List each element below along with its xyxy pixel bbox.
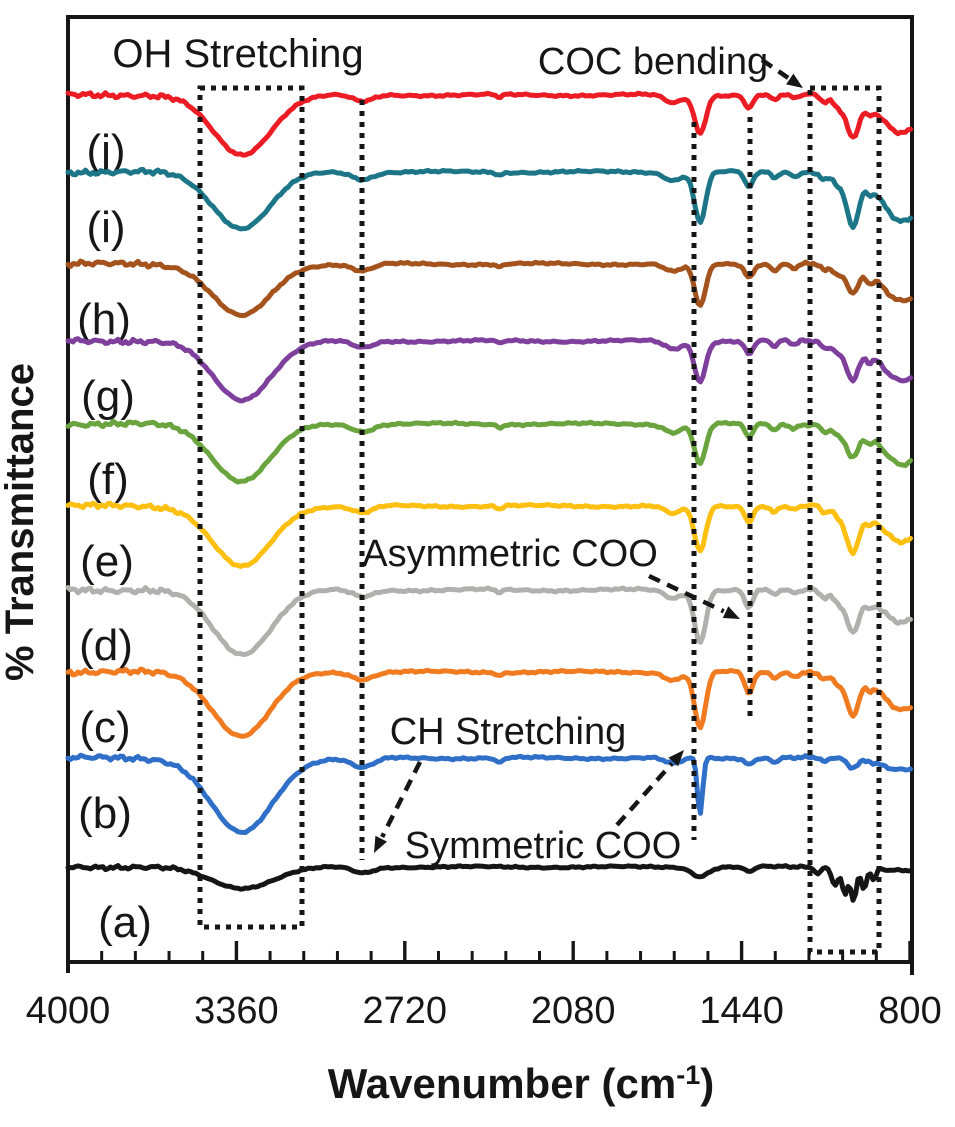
asymmetric-coo-arrow xyxy=(648,573,740,619)
series-label: (h) xyxy=(77,295,131,344)
y-axis-title: % Transmittance xyxy=(0,363,42,681)
coc-bending-label: COC bending xyxy=(538,41,768,83)
series-d: (d) xyxy=(65,585,913,670)
series-label: (f) xyxy=(87,455,129,504)
ch-stretching-label: CH Stretching xyxy=(390,711,627,753)
x-tick-label: 1440 xyxy=(699,990,784,1032)
x-axis-tick-labels: 4000 3360 2720 2080 1440 800 xyxy=(26,990,942,1032)
series-b: (b) xyxy=(65,752,913,838)
series-g: (g) xyxy=(65,336,913,421)
x-tick-label: 3360 xyxy=(194,990,279,1032)
series-label: (e) xyxy=(80,537,134,586)
x-tick-label: 2080 xyxy=(531,990,616,1032)
annotations: OH Stretching COC bending Asymmetric COO CH… xyxy=(112,32,768,867)
spectrum-curve xyxy=(65,585,913,657)
highlight-regions xyxy=(197,85,882,955)
spectrum-curve xyxy=(65,500,913,569)
oh-stretching-box xyxy=(197,85,305,930)
series-label: (g) xyxy=(81,372,135,421)
series-a: (a) xyxy=(65,863,913,947)
asymmetric-coo-label: Asymmetric COO xyxy=(362,533,658,575)
x-axis-ticks xyxy=(66,941,912,962)
series-j: (j) xyxy=(65,90,913,175)
ch-stretching-arrow xyxy=(374,760,423,853)
spectrum-curve xyxy=(65,258,913,319)
coc-bending-arrow xyxy=(760,58,803,88)
symmetric-coo-label: Symmetric COO xyxy=(405,825,682,867)
x-tick-label: 2720 xyxy=(363,990,448,1032)
series-i: (i) xyxy=(65,167,913,252)
x-tick-label: 800 xyxy=(878,990,941,1032)
coc-bending-box xyxy=(807,85,882,955)
series-e: (e) xyxy=(65,500,913,586)
annotation-arrows xyxy=(374,58,803,853)
series-label: (j) xyxy=(86,126,125,175)
symmetric-coo-arrow xyxy=(615,750,684,827)
series-label: (a) xyxy=(98,898,152,947)
oh-stretching-label: OH Stretching xyxy=(112,32,363,76)
spectrum-curve xyxy=(65,90,913,158)
spectra-series: (j) (i) (h) (g) (f) (e) (d) (c) (b) (a) xyxy=(65,90,913,947)
series-h: (h) xyxy=(65,258,913,344)
spectrum-curve xyxy=(65,666,913,739)
x-tick-label: 4000 xyxy=(26,990,111,1032)
plot-frame xyxy=(66,15,914,975)
series-c: (c) xyxy=(65,666,913,752)
spectrum-curve xyxy=(65,863,913,903)
x-axis-title: Wavenumber (cm-1) xyxy=(328,1060,715,1107)
spectrum-curve xyxy=(65,418,913,485)
series-f: (f) xyxy=(65,418,913,504)
series-label: (b) xyxy=(78,789,132,838)
spectrum-curve xyxy=(65,336,913,404)
series-label: (d) xyxy=(79,621,133,670)
spectrum-curve xyxy=(65,752,913,835)
series-label: (i) xyxy=(86,203,125,252)
series-label: (c) xyxy=(79,703,130,752)
spectrum-curve xyxy=(65,167,913,232)
